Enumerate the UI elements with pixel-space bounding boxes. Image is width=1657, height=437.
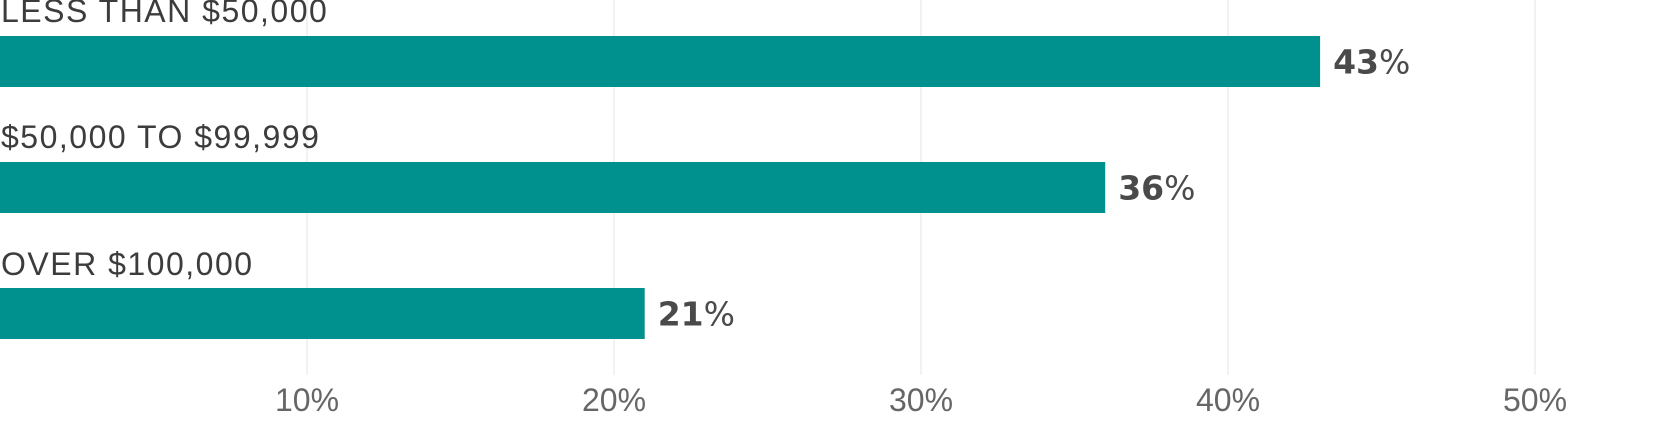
bars: [0, 36, 1321, 339]
x-tick-label: 30%: [889, 382, 953, 418]
bar: [0, 288, 645, 339]
bar: [0, 36, 1321, 87]
data-label: 43%: [1333, 43, 1410, 82]
x-tick-label: 20%: [582, 382, 646, 418]
x-tick-label: 40%: [1196, 382, 1260, 418]
data-label: 21%: [658, 295, 735, 334]
x-tick-label: 10%: [275, 382, 339, 418]
x-tick-label: 50%: [1503, 382, 1567, 418]
category-label: OVER $100,000: [1, 246, 254, 282]
bar: [0, 162, 1106, 213]
labels: LESS THAN $50,000 43% $50,000 TO $99,999 36…: [1, 0, 1410, 334]
data-label: 36%: [1118, 169, 1195, 208]
category-label: LESS THAN $50,000: [1, 0, 328, 29]
category-label: $50,000 TO $99,999: [1, 119, 320, 155]
x-axis: 10% 20% 30% 40% 50%: [275, 382, 1567, 418]
